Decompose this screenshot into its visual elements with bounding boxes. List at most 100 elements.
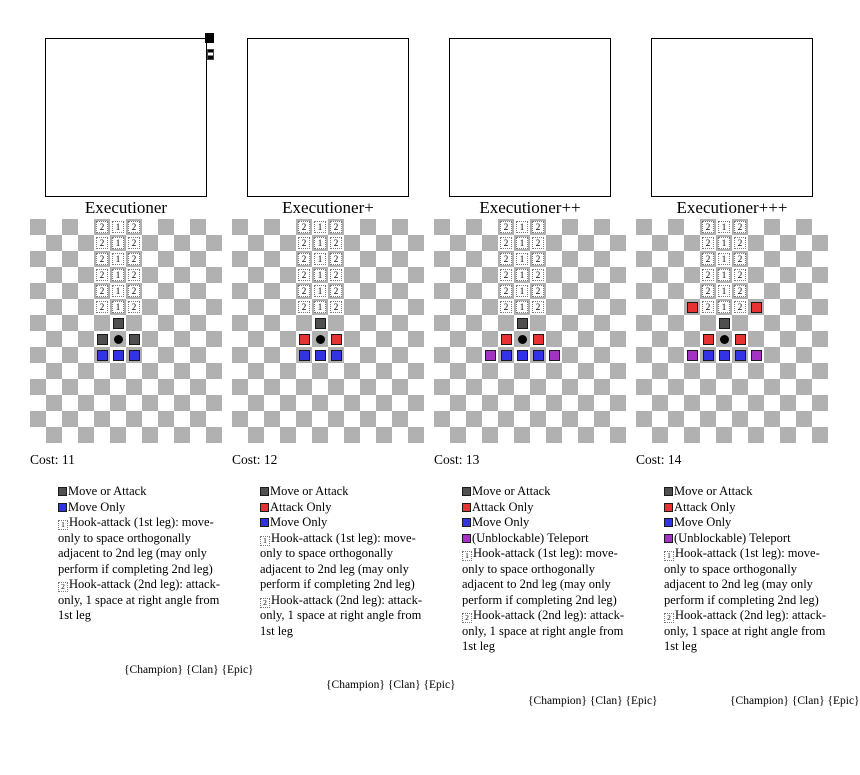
- grid-cell: [796, 331, 812, 347]
- grid-cell: [296, 363, 312, 379]
- grid-cell: [158, 267, 174, 283]
- grid-cell: [594, 395, 610, 411]
- move-only-icon: [260, 518, 269, 527]
- grid-cell: [578, 395, 594, 411]
- hook-second-leg-marker: 2: [330, 285, 342, 297]
- grid-cell: [408, 331, 424, 347]
- grid-cell: 1: [514, 283, 530, 299]
- grid-cell: [206, 283, 222, 299]
- grid-cell: [296, 347, 312, 363]
- grid-cell: [636, 235, 652, 251]
- grid-cell: [328, 331, 344, 347]
- grid-cell: [190, 395, 206, 411]
- grid-cell: [360, 379, 376, 395]
- grid-cell: [46, 283, 62, 299]
- portrait-box: [449, 38, 611, 197]
- hook-second-leg-marker: 2: [128, 253, 140, 265]
- grid-cell: 2: [732, 251, 748, 267]
- grid-cell: [158, 427, 174, 443]
- grid-cell: [376, 267, 392, 283]
- legend: Move or Attack Attack Only Move Only (Unblo…: [664, 484, 834, 655]
- legend-text: Move Only: [472, 515, 530, 529]
- grid-cell: 1: [312, 235, 328, 251]
- grid-cell: [466, 427, 482, 443]
- grid-cell: [78, 395, 94, 411]
- grid-cell: [636, 219, 652, 235]
- piece-marker: [517, 334, 527, 344]
- grid-cell: [264, 267, 280, 283]
- grid-cell: [546, 395, 562, 411]
- grid-cell: [546, 347, 562, 363]
- legend-text: Attack Only: [270, 499, 332, 514]
- grid-cell: [392, 395, 408, 411]
- grid-cell: [530, 411, 546, 427]
- hook-second-leg-marker: 2: [532, 221, 544, 233]
- grid-cell: [110, 411, 126, 427]
- grid-cell: [408, 363, 424, 379]
- grid-cell: [344, 363, 360, 379]
- grid-cell: [30, 219, 46, 235]
- grid-cell: [796, 267, 812, 283]
- grid-cell: 2: [700, 283, 716, 299]
- grid-cell: [392, 235, 408, 251]
- grid-cell: [78, 363, 94, 379]
- grid-cell: [434, 395, 450, 411]
- grid-cell: [530, 315, 546, 331]
- grid-cell: [636, 283, 652, 299]
- grid-cell: [264, 299, 280, 315]
- grid-cell: [700, 427, 716, 443]
- grid-cell: [392, 363, 408, 379]
- grid-cell: [652, 283, 668, 299]
- grid-cell: [174, 379, 190, 395]
- grid-cell: 2: [328, 251, 344, 267]
- grid-cell: [450, 283, 466, 299]
- grid-cell: [206, 427, 222, 443]
- grid-cell: [812, 219, 828, 235]
- legend-text: Move or Attack: [674, 484, 753, 498]
- grid-cell: [280, 299, 296, 315]
- grid-cell: 1: [110, 267, 126, 283]
- hook-first-leg-marker: 1: [112, 285, 124, 297]
- grid-cell: [264, 283, 280, 299]
- grid-cell: [392, 427, 408, 443]
- grid-cell: [142, 235, 158, 251]
- cost-label: Cost: 12: [232, 452, 278, 467]
- hook-second-leg-icon: 2: [58, 582, 68, 592]
- grid-cell: [174, 363, 190, 379]
- grid-cell: [466, 267, 482, 283]
- grid-cell: [514, 363, 530, 379]
- grid-cell: [174, 235, 190, 251]
- grid-cell: [280, 379, 296, 395]
- grid-cell: [376, 427, 392, 443]
- grid-cell: [764, 251, 780, 267]
- grid-cell: [546, 379, 562, 395]
- grid-cell: [764, 235, 780, 251]
- portrait-frame: [449, 38, 611, 197]
- grid-cell: [312, 315, 328, 331]
- grid-cell: [46, 251, 62, 267]
- legend-text: Hook-attack (1st leg): move-only to spac…: [462, 546, 618, 607]
- grid-cell: [594, 363, 610, 379]
- hook-second-leg-marker: 2: [96, 269, 108, 281]
- grid-cell: [434, 283, 450, 299]
- teleport-icon: [462, 533, 471, 543]
- grid-cell: 1: [514, 299, 530, 315]
- grid-cell: [248, 395, 264, 411]
- grid-cell: [514, 427, 530, 443]
- grid-cell: [30, 283, 46, 299]
- grid-cell: [610, 411, 626, 427]
- grid-cell: [514, 411, 530, 427]
- grid-cell: [684, 267, 700, 283]
- grid-cell: [296, 315, 312, 331]
- grid-cell: [110, 331, 126, 347]
- grid-cell: [248, 379, 264, 395]
- hook-second-leg-marker: 2: [734, 221, 746, 233]
- grid-cell: [190, 379, 206, 395]
- grid-cell: 1: [716, 299, 732, 315]
- grid-cell: 1: [312, 219, 328, 235]
- move-only-marker: [128, 349, 140, 361]
- grid-cell: [392, 379, 408, 395]
- grid-cell: 1: [110, 283, 126, 299]
- hook-second-leg-marker: 2: [734, 269, 746, 281]
- grid-cell: [232, 395, 248, 411]
